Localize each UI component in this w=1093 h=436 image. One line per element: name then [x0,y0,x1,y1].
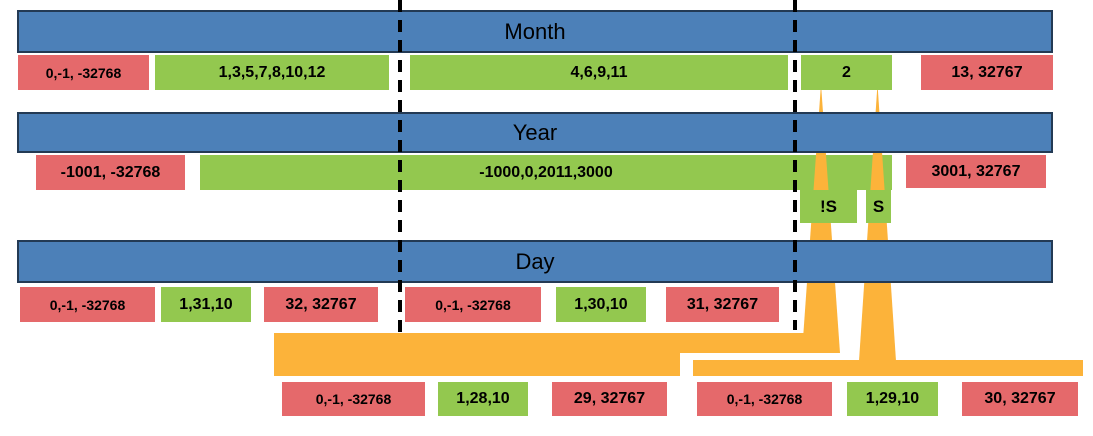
day30-partition-valid: 1,30,10 [556,287,646,322]
feb-nonleap-partition-valid: 1,28,10 [438,382,528,416]
year-bar: Year [17,112,1053,153]
leap-year-box-not-leap: !S [800,190,857,223]
day30-partition-invalid-high: 31, 32767 [666,287,779,322]
month-bar: Month [17,10,1053,53]
year-partition-valid: -1000,0,2011,3000 [200,155,892,190]
month-partition-31-day-months: 1,3,5,7,8,10,12 [155,55,389,90]
day31-partition-valid: 1,31,10 [161,287,251,322]
feb-nonleap-partition-invalid-high: 29, 32767 [552,382,667,416]
connector-bar-leap [693,360,1083,376]
dashed-boundary-line-right [793,0,797,330]
dashed-boundary-line-left [398,0,402,333]
year-partition-invalid-low: -1001, -32768 [36,155,185,190]
month-partition-invalid-low: 0,-1, -32768 [18,55,149,90]
month-partition-february: 2 [801,55,892,90]
day-bar: Day [17,240,1053,283]
year-bar-label: Year [512,119,558,145]
feb-leap-partition-invalid-low: 0,-1, -32768 [697,382,832,416]
feb-leap-partition-invalid-high: 30, 32767 [962,382,1078,416]
month-partition-30-day-months: 4,6,9,11 [410,55,788,90]
leap-year-box-leap: S [866,190,891,223]
month-partition-invalid-high: 13, 32767 [921,55,1053,90]
day31-partition-invalid-high: 32, 32767 [264,287,378,322]
day-bar-label: Day [515,248,555,274]
year-partition-invalid-high: 3001, 32767 [906,155,1046,188]
day30-partition-invalid-low: 0,-1, -32768 [405,287,541,322]
day31-partition-invalid-low: 0,-1, -32768 [20,287,155,322]
feb-nonleap-partition-invalid-low: 0,-1, -32768 [282,382,425,416]
connector-bar-nonleap-upper [274,333,838,353]
month-bar-label: Month [504,18,566,44]
feb-leap-partition-valid: 1,29,10 [847,382,938,416]
connector-bar-nonleap-lower [274,353,680,376]
